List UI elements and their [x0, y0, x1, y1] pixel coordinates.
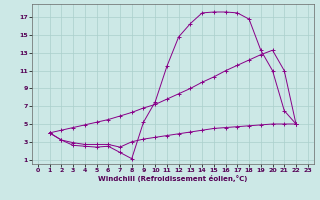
X-axis label: Windchill (Refroidissement éolien,°C): Windchill (Refroidissement éolien,°C) — [98, 175, 247, 182]
